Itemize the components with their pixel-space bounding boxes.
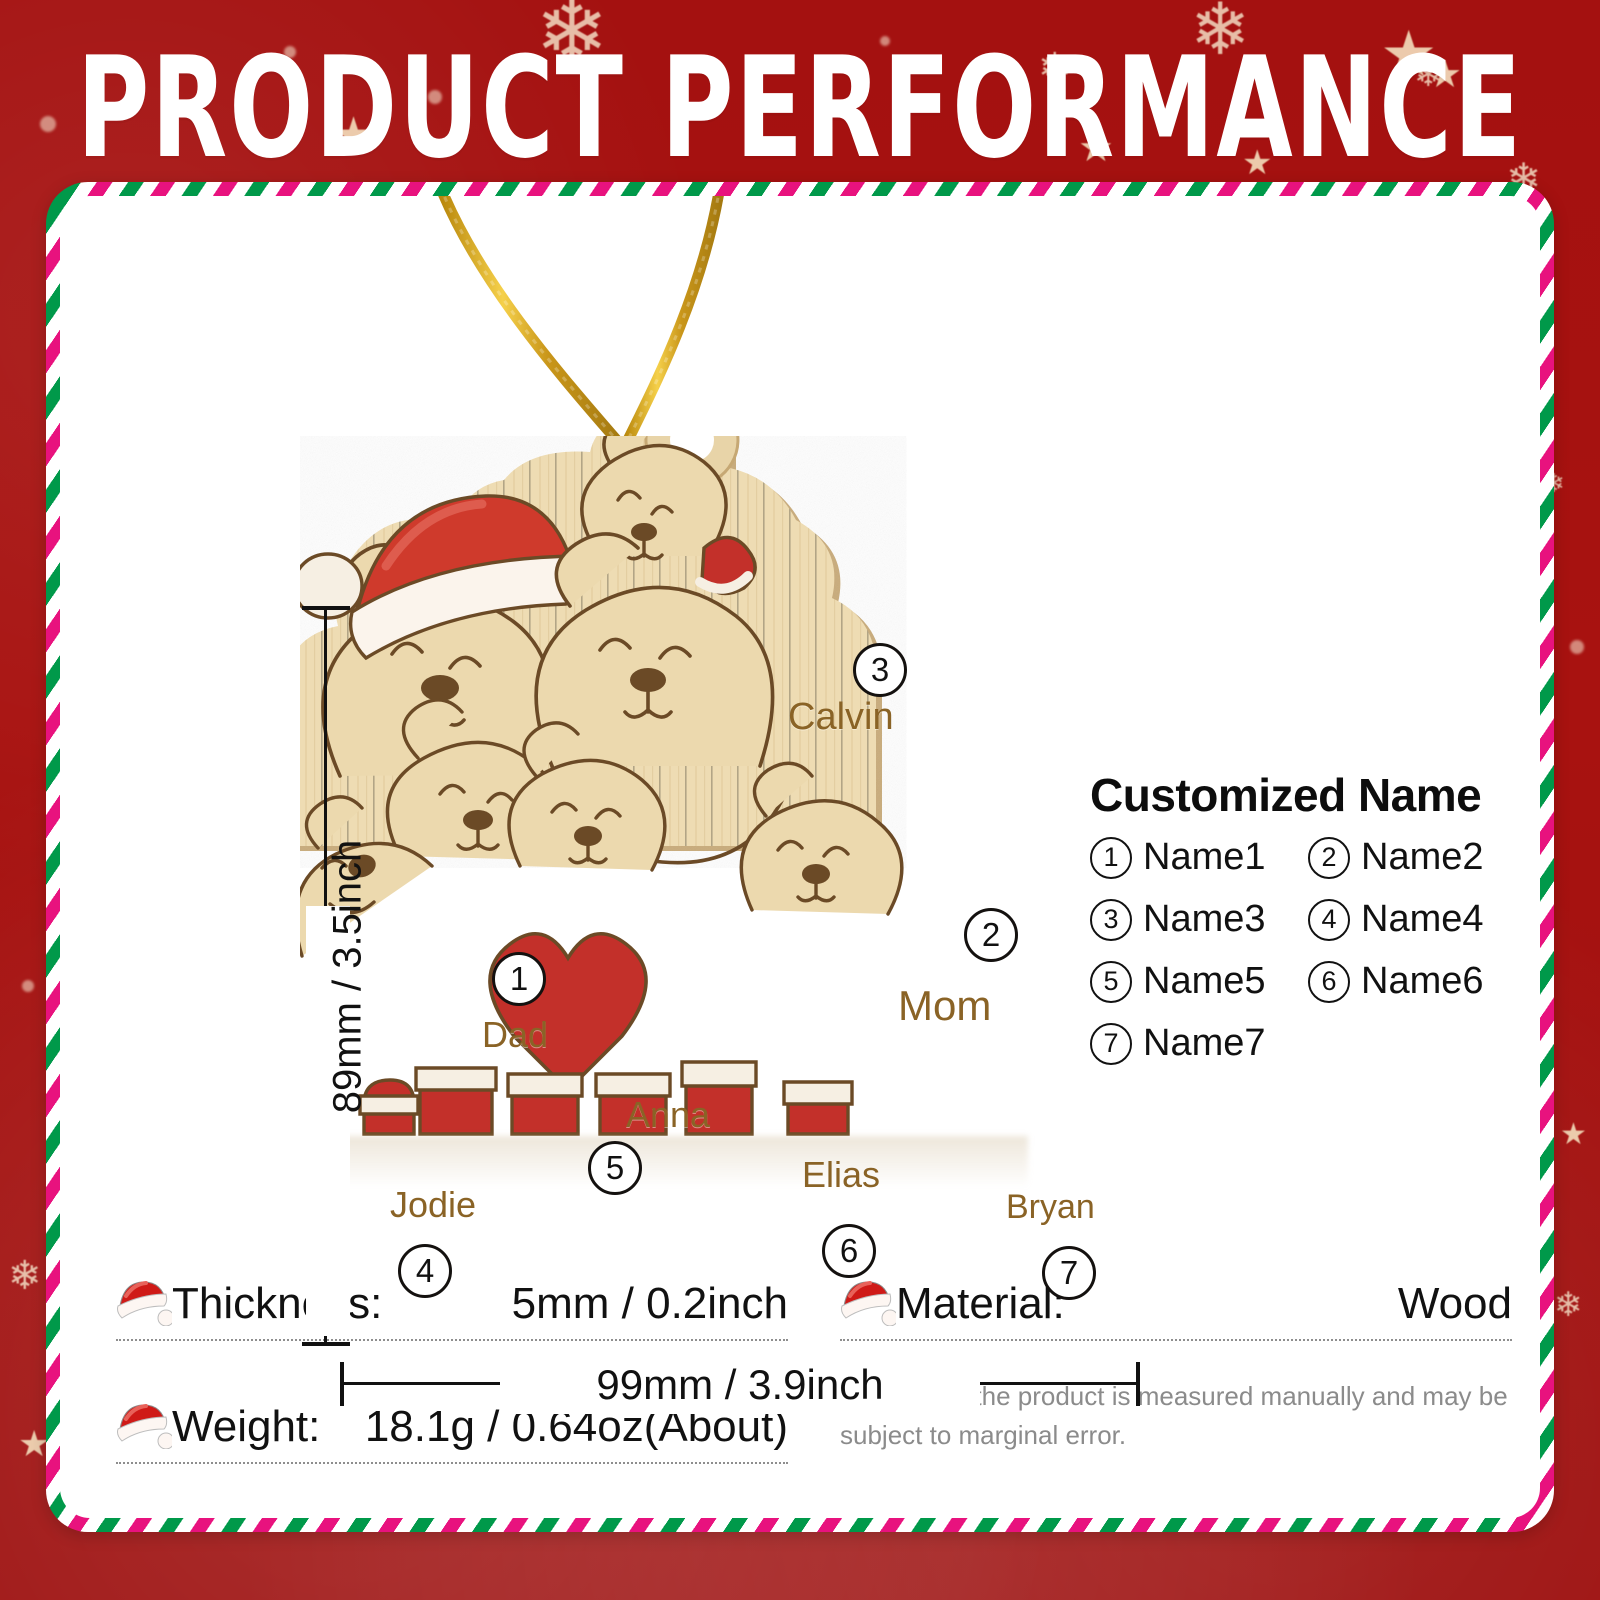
- spec-thickness: Thickness: 5mm / 0.2inch: [116, 1272, 788, 1341]
- name-entry-label: Name7: [1143, 1022, 1266, 1064]
- engraved-name-bryan: Bryan: [1006, 1188, 1095, 1226]
- name-entry-1: 1 Name1: [1090, 836, 1308, 879]
- number-circle-icon: 4: [1308, 898, 1350, 941]
- customized-name-panel: Customized Name 1 Name1 2 Name2 3 Name3 …: [1090, 768, 1530, 1084]
- name-entry-6: 6 Name6: [1308, 960, 1526, 1003]
- santa-hat-icon: [300, 494, 581, 661]
- customized-name-heading: Customized Name: [1090, 769, 1482, 821]
- spec-material: Material: Wood: [840, 1272, 1512, 1341]
- number-circle-icon: 6: [1308, 960, 1350, 1003]
- name-entry-5: 5 Name5: [1090, 960, 1308, 1003]
- engraved-name-jodie: Jodie: [390, 1184, 477, 1225]
- number-circle-icon: 3: [1090, 898, 1132, 941]
- engraved-name-elias: Elias: [802, 1154, 881, 1195]
- number-circle-icon: 1: [1090, 836, 1132, 879]
- santa-hat-icon: [117, 1404, 172, 1449]
- wooden-bear-family-ornament: [300, 436, 904, 1136]
- badge-5: 5: [588, 1141, 642, 1195]
- content-card: Dad Mom Calvin Jodie Anna Elias Bryan 1 …: [60, 196, 1540, 1518]
- height-dimension: 89mm / 3.5inch: [296, 606, 370, 1346]
- name-entry-7: 7 Name7: [1090, 1022, 1308, 1065]
- badge-1: 1: [492, 952, 546, 1006]
- name-entry-4: 4 Name4: [1308, 898, 1526, 941]
- name-entry-label: Name6: [1361, 960, 1484, 1002]
- number-circle-icon: 2: [1308, 836, 1350, 879]
- name-entry-label: Name3: [1143, 898, 1266, 940]
- santa-boots: [358, 1060, 854, 1136]
- name-entry-label: Name5: [1143, 960, 1266, 1002]
- candy-stripe-frame: Dad Mom Calvin Jodie Anna Elias Bryan 1 …: [46, 182, 1554, 1532]
- customized-name-list: 1 Name1 2 Name2 3 Name3 4 Name4 5 Name5 …: [1090, 836, 1530, 1084]
- width-dimension-label: 99mm / 3.9inch: [500, 1356, 980, 1414]
- badge-2: 2: [964, 908, 1018, 962]
- specs-right-column: Material: Wood The size of the product i…: [840, 1272, 1512, 1455]
- name-entry-label: Name1: [1143, 836, 1266, 878]
- spec-value: Wood: [1397, 1279, 1512, 1328]
- badge-6: 6: [822, 1224, 876, 1278]
- name-entry-3: 3 Name3: [1090, 898, 1308, 941]
- bokeh-dot: [1570, 640, 1584, 654]
- santa-hat-icon: [117, 1281, 172, 1326]
- star-icon: ★: [1560, 1118, 1587, 1151]
- gold-cord-icon: [438, 196, 724, 454]
- spec-label: Material:: [896, 1279, 1065, 1328]
- badge-3: 3: [853, 643, 907, 697]
- page-title: PRODUCT PERFORMANCE: [76, 26, 1524, 190]
- engraved-name-mom: Mom: [898, 982, 992, 1029]
- bokeh-dot: [22, 980, 34, 992]
- name-entry-label: Name2: [1361, 836, 1484, 878]
- snowflake-icon: ❄: [8, 1254, 42, 1298]
- name-entry-label: Name4: [1361, 898, 1484, 940]
- engraved-name-anna: Anna: [626, 1094, 711, 1135]
- number-circle-icon: 5: [1090, 960, 1132, 1003]
- spec-value: 5mm / 0.2inch: [511, 1279, 788, 1328]
- ornament-reflection: [328, 1136, 1028, 1188]
- badge-4: 4: [398, 1244, 452, 1298]
- engraved-name-dad: Dad: [482, 1014, 549, 1055]
- width-dimension: 99mm / 3.9inch: [340, 1356, 1140, 1426]
- name-entry-2: 2 Name2: [1308, 836, 1526, 879]
- size-disclaimer: The size of the product is measured manu…: [840, 1381, 1508, 1450]
- number-circle-icon: 7: [1090, 1022, 1132, 1065]
- height-dimension-label: 89mm / 3.5inch: [325, 839, 370, 1114]
- spec-label: Weight:: [172, 1402, 321, 1451]
- snowflake-icon: ❄: [1554, 1286, 1583, 1324]
- engraved-name-calvin: Calvin: [788, 696, 894, 738]
- santa-hat-icon: [841, 1281, 896, 1326]
- product-illustration: Dad Mom Calvin Jodie Anna Elias Bryan 1 …: [60, 196, 1540, 1518]
- badge-7: 7: [1042, 1246, 1096, 1300]
